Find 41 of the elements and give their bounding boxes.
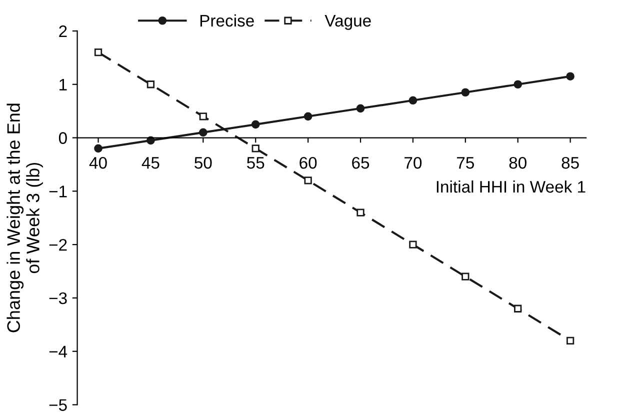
point (199, 112, 207, 120)
point (198, 128, 208, 137)
point (304, 112, 312, 121)
y-tick-label: −3 (49, 292, 67, 304)
point (514, 304, 522, 312)
point (252, 144, 260, 152)
point (146, 80, 155, 88)
x-axis-title: Initial HHI in Week 1 (436, 180, 586, 193)
x-tick-label: 75 (456, 157, 474, 169)
legend-label: Precise (200, 14, 254, 27)
legend-label: Vague (324, 14, 371, 30)
point (462, 272, 470, 280)
y-tick-label: −5 (49, 399, 67, 411)
y-tick-label: 0 (58, 132, 67, 144)
y-tick-label: −2 (49, 238, 67, 251)
point (304, 176, 312, 184)
y-tick-label: 1 (60, 78, 67, 90)
x-tick-label: 80 (509, 156, 526, 169)
point (566, 336, 574, 344)
x-tick-label: 60 (300, 156, 317, 169)
x-tick-label: 45 (142, 157, 160, 169)
point (356, 104, 365, 113)
x-tick-label: 85 (562, 156, 579, 169)
point (408, 96, 418, 105)
x-tick-label: 65 (352, 156, 370, 169)
x-tick-label: 50 (194, 156, 212, 169)
point (566, 72, 574, 81)
y-tick-label: 2 (59, 25, 67, 38)
point (356, 208, 364, 216)
x-tick-label: 55 (247, 157, 264, 169)
x-tick-label: 40 (89, 156, 107, 169)
point (251, 120, 260, 129)
point (409, 240, 417, 248)
point (94, 144, 102, 153)
point (514, 80, 522, 89)
y-axis-title: Change in Weight at the End of Week 3 (lb) (6, 104, 43, 332)
y-tick-label: −4 (49, 346, 68, 358)
x-tick-label: 70 (404, 156, 422, 169)
y-tick-label: −1 (49, 186, 67, 198)
point (94, 48, 102, 56)
point (461, 88, 470, 97)
